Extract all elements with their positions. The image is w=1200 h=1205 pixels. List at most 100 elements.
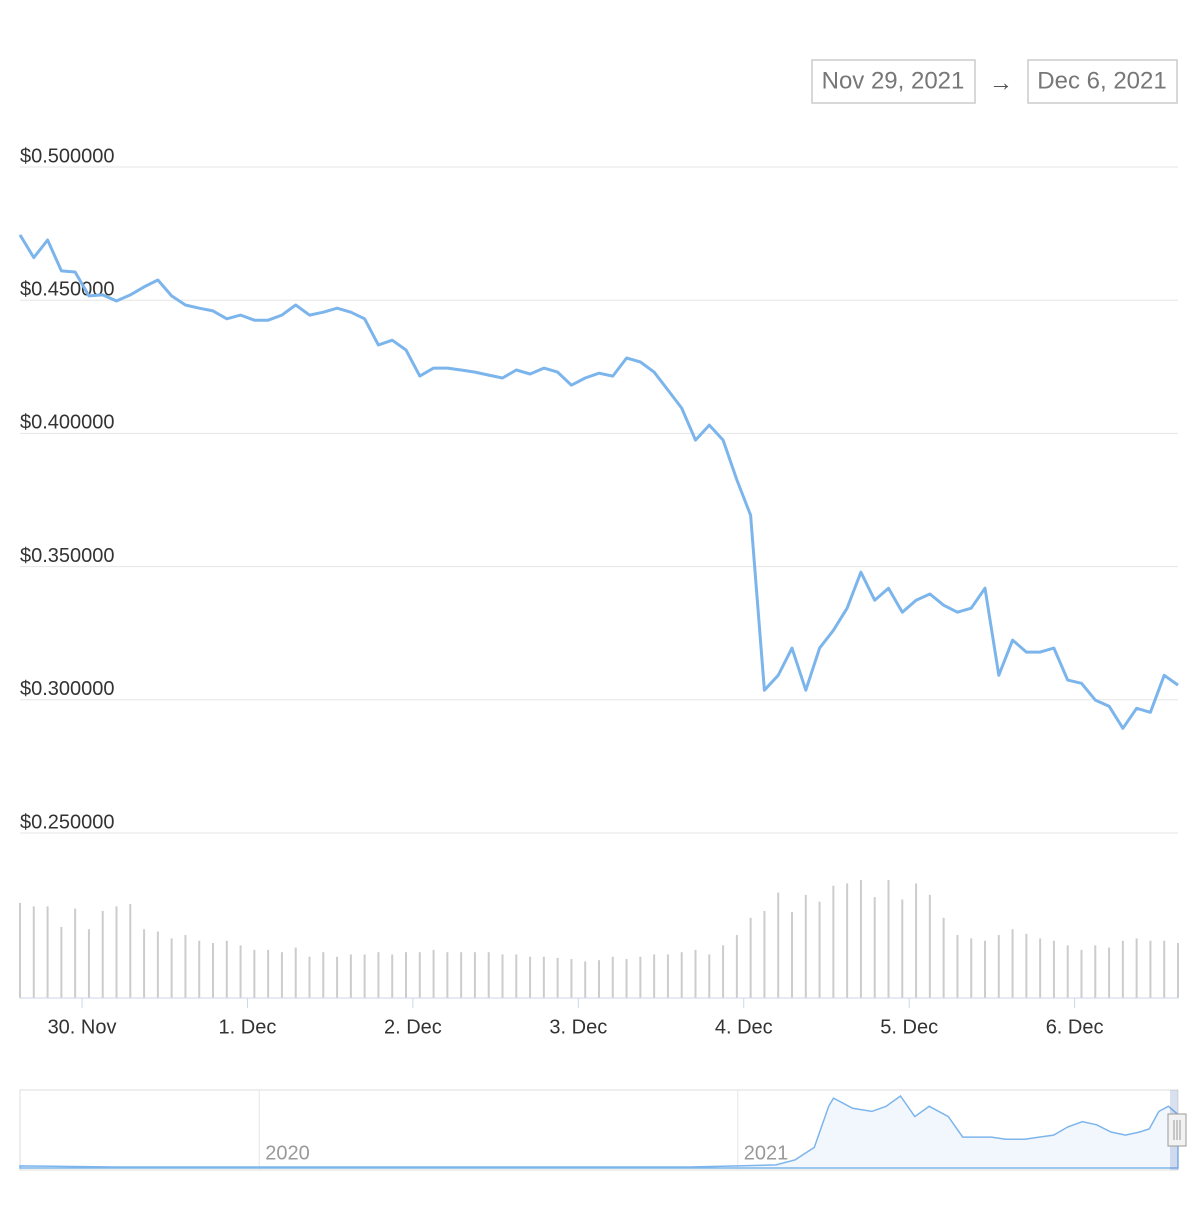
volume-bar <box>418 952 421 998</box>
volume-bar <box>156 931 159 998</box>
volume-bar <box>556 957 559 998</box>
volume-bar <box>487 952 490 998</box>
volume-bar <box>791 912 793 998</box>
volume-bar <box>280 952 283 998</box>
volume-bar <box>598 960 600 998</box>
volume-bar <box>349 954 352 998</box>
volume-bar <box>956 934 959 998</box>
price-line <box>18 234 1179 730</box>
volume-bar <box>1177 943 1179 998</box>
y-tick-label: $0.250000 <box>20 811 115 833</box>
volume-bar <box>143 929 146 998</box>
volume-bar <box>542 956 545 998</box>
volume-bar <box>308 956 311 998</box>
navigator-series: 2020 2021 <box>19 1090 1179 1170</box>
volume-bar <box>267 949 270 998</box>
volume-bar <box>1094 945 1097 998</box>
volume-bar <box>859 880 862 998</box>
volume-bar <box>942 917 945 998</box>
volume-bar <box>984 940 986 998</box>
volume-bar <box>184 934 187 998</box>
volume-bar <box>970 938 973 998</box>
nav-tick-label: 2020 <box>265 1142 310 1164</box>
volume-bar <box>170 938 173 998</box>
volume-bar <box>432 949 435 998</box>
price-chart: $0.250000 $0.300000 $0.350000 $0.400000 $0.4… <box>18 145 1179 1038</box>
volume-bar <box>46 906 49 998</box>
volume-bar <box>1149 940 1152 998</box>
volume-bar <box>680 952 683 998</box>
volume-bar <box>873 897 876 998</box>
volume-bar <box>129 904 132 998</box>
volume-bar <box>570 959 573 998</box>
volume-bar <box>322 952 325 998</box>
volume-bar <box>722 945 725 998</box>
volume-bar <box>115 906 118 998</box>
volume-bar <box>515 954 518 998</box>
volume-bar <box>225 940 228 998</box>
volume-bar <box>1080 949 1083 998</box>
to-input[interactable] <box>1027 59 1178 104</box>
volume-bar <box>405 952 407 998</box>
volume-bar <box>74 908 77 998</box>
volume-bar <box>253 949 256 998</box>
volume-bar <box>212 943 214 998</box>
volume-bar <box>239 945 242 998</box>
volume-bar <box>336 956 339 998</box>
volume-bar <box>735 934 738 998</box>
x-tick-label: 3. Dec <box>549 1016 607 1038</box>
volume-bar <box>1121 940 1124 998</box>
volume-bar <box>1108 947 1111 998</box>
volume-bar <box>1066 945 1069 998</box>
volume-bar <box>584 961 587 998</box>
x-tick-label: 5. Dec <box>880 1016 938 1038</box>
volume-bar <box>1163 940 1166 998</box>
range-arrow: → <box>989 69 1013 96</box>
volume-bar <box>501 954 504 998</box>
y-tick-label: $0.450000 <box>20 278 115 300</box>
x-tick-label: 2. Dec <box>384 1016 442 1038</box>
volume-bar <box>887 880 890 998</box>
volume-bar <box>1011 929 1014 998</box>
y-tick-label: $0.400000 <box>20 412 115 434</box>
volume-bar <box>846 883 849 998</box>
volume-bar <box>294 947 297 998</box>
x-tick-label: 1. Dec <box>219 1016 277 1038</box>
volume-bar <box>708 954 711 998</box>
volume-bar <box>777 892 780 998</box>
volume-bar <box>804 894 807 998</box>
volume-bar <box>749 917 752 998</box>
volume-bar <box>87 929 90 998</box>
y-tick-label: $0.300000 <box>20 678 115 700</box>
to-date: Dec 6, 2021 <box>1037 67 1166 94</box>
nav-tick-label: 2021 <box>744 1142 789 1164</box>
volume-bar <box>1135 938 1138 998</box>
volume-bar <box>818 901 821 998</box>
volume-bar <box>666 954 669 998</box>
volume-bar <box>377 952 380 998</box>
volume-bar <box>639 956 642 998</box>
volume-bar <box>473 952 476 998</box>
volume-bar <box>460 952 463 998</box>
volume-bar <box>763 910 766 998</box>
volume-bar <box>1039 938 1042 998</box>
from-input[interactable] <box>811 59 976 104</box>
volume-bar <box>997 934 1000 998</box>
volume-bar <box>653 954 656 998</box>
x-tick-label: 30. Nov <box>48 1016 117 1038</box>
volume-bar <box>529 956 532 998</box>
volume-bar <box>60 926 63 998</box>
x-tick-label: 4. Dec <box>715 1016 773 1038</box>
volume-bar <box>198 940 201 998</box>
volume-bar <box>101 910 104 998</box>
volume-bar <box>832 885 835 998</box>
y-tick-label: $0.350000 <box>20 545 115 567</box>
volume-bar <box>19 902 21 998</box>
volume-bar <box>928 894 931 998</box>
handle-grip <box>1173 1120 1181 1140</box>
volume-bar <box>915 883 918 998</box>
y-tick-label: $0.500000 <box>20 145 115 167</box>
volume-bar <box>363 954 366 998</box>
navigator[interactable] <box>19 1089 1179 1171</box>
